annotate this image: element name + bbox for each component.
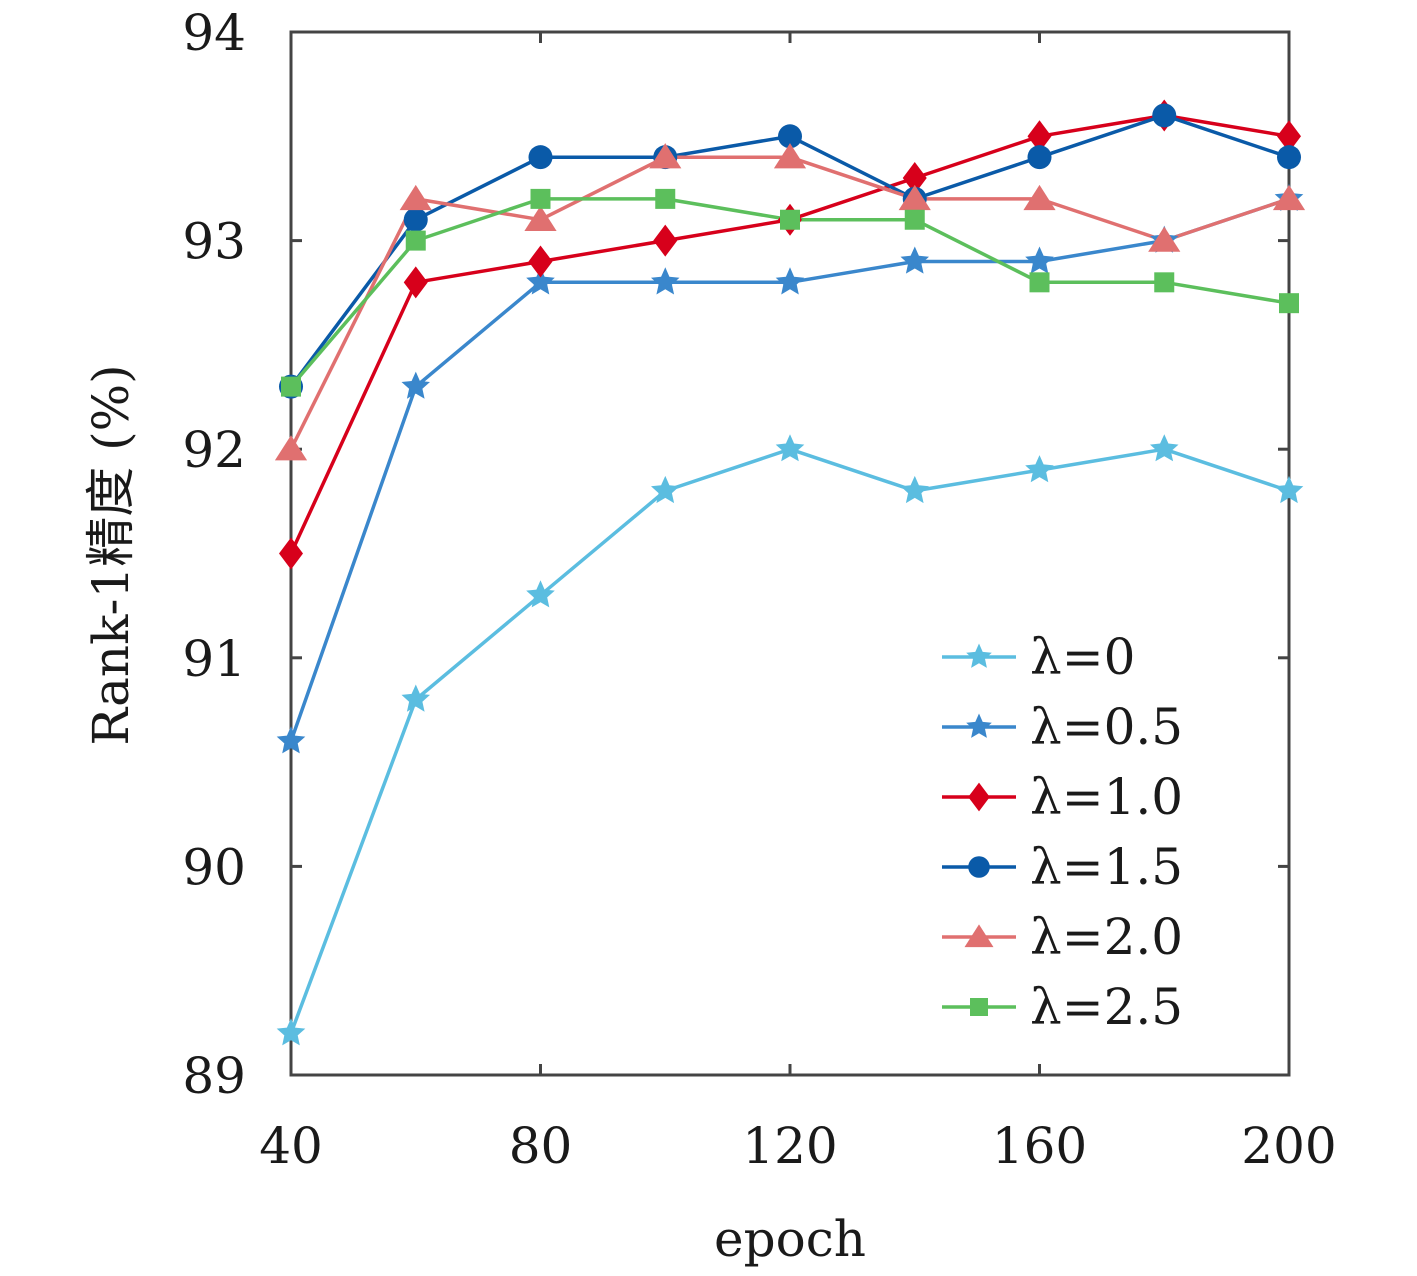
data-point: [274, 435, 308, 461]
data-point: [1148, 226, 1181, 252]
data-point: [399, 184, 432, 211]
data-point: [1027, 120, 1052, 153]
series-line-4: [289, 155, 1290, 450]
data-point: [904, 209, 925, 230]
y-tick-label: 94: [182, 4, 246, 62]
data-point: [655, 188, 676, 209]
legend-label: λ=1.0: [1030, 768, 1183, 826]
data-point: [1029, 272, 1050, 293]
data-point: [898, 184, 931, 211]
data-point: [780, 209, 800, 230]
data-point: [528, 245, 553, 278]
data-point: [1279, 293, 1299, 314]
data-point: [401, 371, 430, 399]
y-axis-label: Rank-1精度 (%): [82, 364, 140, 745]
data-point: [403, 266, 428, 299]
data-point: [1272, 184, 1306, 211]
x-tick-label: 80: [509, 1117, 573, 1175]
y-tick-label: 89: [182, 1047, 246, 1105]
data-point: [405, 230, 426, 251]
data-point: [1027, 145, 1052, 170]
y-tick-label: 92: [182, 421, 246, 479]
x-tick-label: 200: [1241, 1117, 1336, 1175]
x-tick-label: 120: [742, 1117, 837, 1175]
legend-marker: [966, 713, 992, 738]
data-point: [528, 145, 553, 170]
legend-marker: [964, 924, 994, 948]
data-point: [281, 376, 301, 397]
legend-label: λ=1.5: [1030, 838, 1183, 896]
legend-label: λ=0.5: [1030, 698, 1183, 756]
data-point: [651, 475, 680, 504]
data-point: [524, 205, 557, 231]
data-point: [1274, 475, 1304, 504]
data-point: [651, 267, 680, 295]
data-point: [276, 726, 306, 754]
legend-label: λ=2.0: [1030, 908, 1183, 966]
data-point: [1025, 455, 1054, 483]
legend-marker: [970, 998, 988, 1016]
data-point: [778, 124, 802, 149]
series-line-2: [289, 113, 1290, 555]
y-tick-label: 90: [182, 838, 246, 896]
data-point: [403, 207, 428, 232]
data-point: [1025, 246, 1054, 274]
data-point: [902, 162, 927, 195]
data-point: [401, 684, 430, 712]
data-point: [773, 143, 807, 169]
y-tick-label: 93: [182, 213, 246, 271]
axis-ticks: 40 80 120 160 200 89 90 91 92 93 94: [182, 4, 1336, 1175]
data-point: [526, 580, 555, 608]
y-tick-label: 91: [182, 630, 246, 688]
legend-label: λ=0: [1030, 628, 1135, 686]
data-point: [1150, 434, 1179, 462]
legend-marker: [966, 643, 992, 668]
x-axis-label: epoch: [714, 1210, 866, 1268]
data-point: [276, 1018, 306, 1046]
data-point: [775, 434, 805, 462]
data-point: [530, 188, 551, 209]
data-point: [900, 475, 929, 504]
data-point: [279, 537, 303, 570]
legend-marker: [968, 782, 990, 812]
data-point: [649, 143, 682, 169]
data-point: [526, 267, 555, 295]
x-tick-label: 160: [992, 1117, 1087, 1175]
x-tick-label: 40: [259, 1117, 323, 1175]
series-markers: [274, 99, 1306, 1046]
data-point: [900, 246, 929, 274]
data-point: [1277, 145, 1301, 170]
legend: λ=0 λ=0.5 λ=1.0 λ=1.5 λ=2.0 λ=2.5: [942, 628, 1183, 1036]
data-point: [1277, 120, 1301, 153]
data-point: [1154, 272, 1175, 293]
legend-label: λ=2.5: [1030, 978, 1183, 1036]
data-point: [775, 267, 805, 295]
data-point: [1152, 103, 1177, 128]
data-point: [653, 224, 678, 257]
legend-marker: [968, 856, 990, 878]
data-point: [1023, 184, 1056, 211]
